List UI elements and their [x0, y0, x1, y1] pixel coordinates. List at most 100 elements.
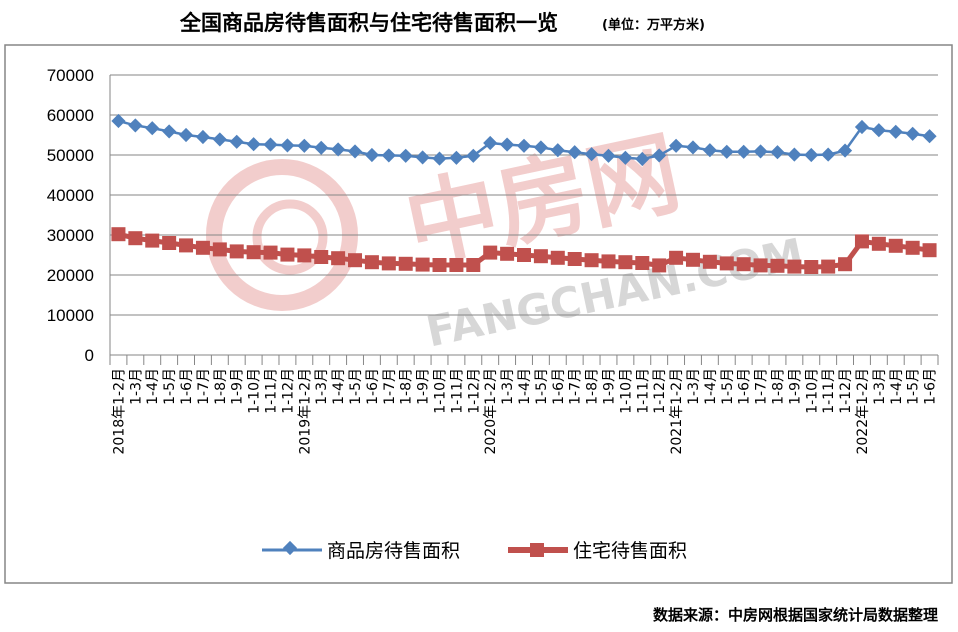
- series2-point: [466, 258, 481, 272]
- series1-point: [314, 140, 329, 155]
- x-tick-label: 1-4月: [517, 368, 533, 405]
- series2-point: [821, 259, 836, 274]
- x-tick-label: 1-9月: [230, 368, 246, 405]
- series1-point: [297, 138, 312, 153]
- x-tick-label: 1-5月: [162, 368, 178, 405]
- x-tick-label: 1-3月: [872, 368, 888, 405]
- series1-point: [652, 148, 667, 163]
- x-tick-label: 1-5月: [906, 368, 922, 405]
- chart-frame: [4, 44, 953, 584]
- series-layer: [111, 113, 937, 274]
- series1-point: [837, 143, 853, 158]
- legend-item-series1: 商品房待售面积: [262, 540, 460, 562]
- x-tick-label: 1-12月: [652, 368, 668, 414]
- series2-point: [348, 253, 363, 268]
- x-tick-label: 2018年1-2月: [111, 368, 127, 455]
- series1-point: [364, 147, 379, 163]
- y-tick-label: 20000: [47, 266, 94, 285]
- series2-point: [364, 255, 379, 270]
- series2-point: [550, 250, 565, 265]
- series1-point: [381, 148, 396, 163]
- legend-item-series2: 住宅待售面积: [508, 540, 687, 562]
- x-tick-label: 1-6月: [365, 368, 381, 405]
- series2-point: [331, 251, 346, 266]
- x-tick-label: 1-7月: [196, 368, 212, 405]
- series1-point: [550, 143, 565, 158]
- x-tick-label: 1-7月: [754, 368, 770, 405]
- series1-point: [821, 147, 836, 162]
- series2-point: [652, 258, 667, 273]
- x-tick-label: 1-8月: [213, 368, 229, 405]
- y-tick-label: 60000: [47, 106, 94, 125]
- series2-point: [922, 243, 937, 258]
- x-tick-label: 1-10月: [247, 368, 263, 414]
- series2-point: [838, 257, 853, 272]
- series1-point: [229, 134, 244, 149]
- series1-point: [280, 138, 295, 153]
- x-tick-label: 1-10月: [804, 368, 820, 414]
- series1-point: [922, 129, 937, 144]
- y-tick-label: 40000: [47, 186, 94, 205]
- x-tick-label: 2020年1-2月: [483, 368, 499, 455]
- series2-point: [263, 245, 278, 260]
- series2-point: [179, 238, 194, 253]
- series1-point: [770, 145, 785, 160]
- series1-point: [854, 119, 870, 135]
- series2-point: [381, 256, 396, 271]
- series2-point: [770, 258, 785, 273]
- x-tick-label: 1-3月: [314, 368, 330, 405]
- series2-point: [635, 256, 650, 270]
- series2-point: [280, 247, 295, 262]
- series2-point: [888, 238, 903, 253]
- series2-point: [483, 245, 498, 260]
- series2-point: [719, 256, 734, 271]
- series2-point: [398, 256, 413, 271]
- series2-point: [804, 260, 819, 274]
- series2-point: [449, 258, 464, 272]
- x-tick-label: 1-6月: [737, 368, 753, 405]
- series2-point: [297, 248, 312, 263]
- x-tick-label: 1-8月: [399, 368, 415, 405]
- series1-point: [905, 126, 920, 141]
- series1-point: [787, 147, 802, 162]
- series1-point: [195, 129, 211, 145]
- series2-point: [787, 259, 802, 274]
- y-tick-label: 30000: [47, 226, 94, 245]
- x-tick-label: 1-3月: [500, 368, 516, 405]
- series1-point: [500, 137, 515, 152]
- series2-point: [128, 231, 143, 246]
- series1-point: [618, 150, 633, 165]
- x-tick-label: 1-8月: [585, 368, 601, 405]
- x-tick-label: 1-7月: [568, 368, 584, 405]
- x-tick-label: 1-4月: [145, 368, 161, 405]
- series2-point: [753, 258, 768, 273]
- x-tick-label: 1-4月: [703, 368, 719, 405]
- series1-point: [685, 140, 701, 155]
- x-tick-label: 1-3月: [128, 368, 144, 405]
- series2-point: [567, 252, 582, 266]
- chart-title: 全国商品房待售面积与住宅待售面积一览: [179, 11, 558, 35]
- series2-point: [517, 248, 531, 262]
- series2-point: [685, 252, 700, 267]
- series1-point: [516, 138, 532, 153]
- series1-point: [533, 140, 548, 155]
- series1-point: [415, 150, 430, 165]
- x-tick-label: 1-11月: [635, 368, 651, 414]
- x-tick-label: 1-6月: [923, 368, 939, 405]
- series2-point: [854, 234, 869, 249]
- series1-point: [483, 135, 498, 151]
- series2-point: [584, 253, 599, 268]
- series1-point: [669, 138, 684, 153]
- series1-point: [432, 151, 447, 166]
- watermark-logo-inner-icon: [252, 199, 328, 275]
- y-tick-label: 10000: [47, 306, 94, 325]
- series1-point: [719, 144, 734, 159]
- x-tick-label: 1-6月: [179, 368, 195, 405]
- x-tick-label: 2021年1-2月: [669, 368, 685, 455]
- x-tick-label: 2019年1-2月: [297, 368, 313, 455]
- x-tick-label: 1-5月: [720, 368, 736, 405]
- series1-point: [635, 151, 650, 167]
- y-tick-label: 70000: [47, 66, 94, 85]
- x-tick-label: 1-11月: [264, 368, 280, 414]
